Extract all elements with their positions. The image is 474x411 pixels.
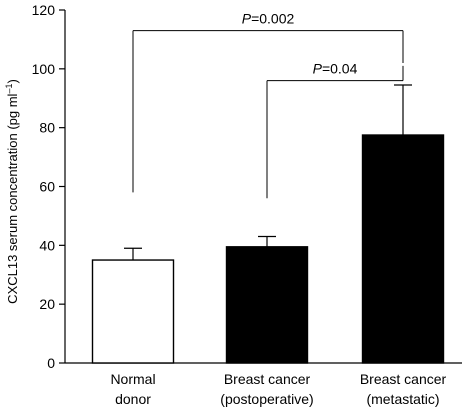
y-tick-label: 80 bbox=[39, 120, 55, 136]
x-category-label: Breast cancer bbox=[360, 371, 447, 387]
y-tick-label: 100 bbox=[32, 61, 56, 77]
significance-label: P=0.002 bbox=[242, 11, 295, 27]
x-category-label: Breast cancer bbox=[224, 371, 311, 387]
x-category-label: donor bbox=[115, 391, 151, 407]
bar bbox=[91, 259, 175, 364]
y-tick-label: 120 bbox=[32, 2, 56, 18]
y-tick-label: 20 bbox=[39, 296, 55, 312]
y-axis-label: CXCL13 serum concentration (pg ml–1) bbox=[4, 79, 20, 304]
x-category-label: Normal bbox=[110, 371, 155, 387]
x-category-label: (postoperative) bbox=[220, 391, 313, 407]
significance-label: P=0.04 bbox=[313, 61, 358, 77]
y-tick-label: 40 bbox=[39, 237, 55, 253]
bar bbox=[361, 134, 445, 364]
x-category-label: (metastatic) bbox=[366, 391, 439, 407]
bar bbox=[225, 246, 309, 364]
y-tick-label: 60 bbox=[39, 179, 55, 195]
y-tick-label: 0 bbox=[47, 355, 55, 371]
